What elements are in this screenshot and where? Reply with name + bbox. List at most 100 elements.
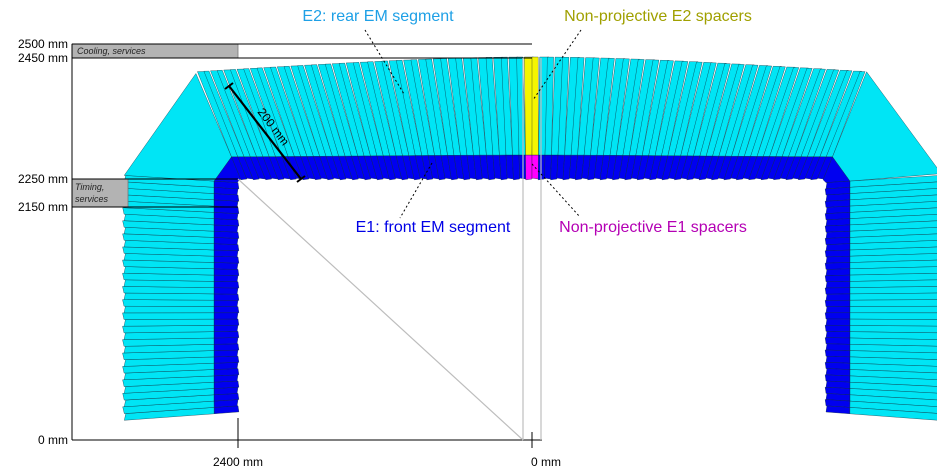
e2-block <box>122 400 215 414</box>
leader-e2 <box>364 29 405 95</box>
e1-block <box>213 256 240 264</box>
e1-block <box>213 268 240 276</box>
e1-block <box>213 262 239 270</box>
e2-block <box>622 59 645 156</box>
e2-block <box>849 318 937 327</box>
e1-label: E1: front EM segment <box>356 219 511 236</box>
e2-block <box>849 325 937 334</box>
e2-block <box>609 58 630 156</box>
e2-block <box>794 69 836 157</box>
projective-rays <box>237 58 542 441</box>
e2-block <box>849 273 937 282</box>
e1-block <box>824 249 851 258</box>
e2-block <box>849 299 937 307</box>
e2-block <box>243 68 283 157</box>
e2-block <box>750 66 786 157</box>
e2-block <box>849 201 937 213</box>
e2-block <box>123 292 215 301</box>
e2-block <box>849 181 937 194</box>
e2-block <box>849 194 937 207</box>
e2-block <box>849 394 937 407</box>
e2-block <box>832 71 937 182</box>
leader-e1 <box>399 162 433 219</box>
e2-spacer-block <box>531 56 539 156</box>
e2-block <box>849 214 937 226</box>
y-label-0: 0 mm <box>38 433 68 447</box>
e2-block <box>756 66 796 157</box>
e1-spacers-label: Non-projective E1 spacers <box>559 219 747 236</box>
e1-block <box>824 325 851 332</box>
e2-block <box>352 62 384 156</box>
e1-block <box>825 243 851 251</box>
e2-block <box>122 388 215 401</box>
e2-block <box>849 279 937 288</box>
e2-block <box>122 220 215 232</box>
e1-block <box>544 154 552 180</box>
e2-block <box>501 56 513 156</box>
e1-block <box>213 274 239 282</box>
e1-block <box>213 343 240 351</box>
e1-block <box>825 368 851 377</box>
e2-block <box>849 312 937 320</box>
e2-block <box>849 382 937 394</box>
e2-block <box>849 344 937 354</box>
e2-block <box>849 246 937 257</box>
e1-block <box>825 231 851 239</box>
e1-block <box>824 224 851 233</box>
e2-block <box>583 57 600 156</box>
e1-block <box>825 293 851 301</box>
e2-block <box>311 64 346 157</box>
e1-block <box>213 300 239 307</box>
e2-block <box>849 175 937 188</box>
leader-lines <box>364 29 582 219</box>
e2-block <box>122 233 215 244</box>
e2-label: E2: rear EM segment <box>302 8 454 25</box>
timing-services-label-line1: Timing, <box>75 182 104 192</box>
e1-block <box>213 287 239 295</box>
e1-block <box>213 224 239 233</box>
x-axis-labels: 2400 mm 0 mm <box>213 455 561 469</box>
e2-block <box>813 70 853 157</box>
e2-block <box>122 325 215 334</box>
y-label-2250: 2250 mm <box>18 172 68 186</box>
e2-block <box>122 259 215 269</box>
e2-block <box>203 70 245 157</box>
ray-diagonal <box>237 178 524 441</box>
e2-block <box>705 63 741 157</box>
e2-block <box>849 337 937 347</box>
e1-block <box>213 318 240 326</box>
e1-block <box>213 293 240 301</box>
e2-block <box>849 407 937 421</box>
e2-block <box>123 73 232 182</box>
y-label-2500: 2500 mm <box>18 37 68 51</box>
e2-block <box>849 400 937 414</box>
e2-block <box>807 70 849 157</box>
e2-block <box>425 58 448 156</box>
timing-services-label-line2: services <box>75 194 109 204</box>
e2-block <box>324 63 359 157</box>
e2-block <box>635 59 660 156</box>
e1-block <box>825 281 851 289</box>
e1-block <box>512 154 520 181</box>
e1-block <box>825 306 851 313</box>
calorimeter-segments <box>122 56 937 421</box>
e2-block <box>122 350 215 360</box>
e1-block <box>213 325 239 332</box>
e2-block <box>788 68 826 157</box>
e2-block <box>270 66 308 157</box>
e1-block <box>825 331 851 339</box>
e2-block <box>381 60 410 156</box>
e1-block <box>825 356 851 364</box>
y-axis-labels: 2500 mm 2450 mm 2250 mm 2150 mm 0 mm <box>18 37 68 447</box>
e2-block <box>849 369 937 380</box>
e2-block <box>763 67 800 157</box>
e2-block <box>338 62 371 157</box>
e1-block <box>213 249 239 258</box>
e2-block <box>849 292 937 301</box>
e2-block <box>781 68 823 157</box>
e2-block <box>849 363 937 374</box>
e2-block <box>122 207 215 219</box>
e2-block <box>122 312 215 320</box>
e1-block <box>213 312 239 320</box>
